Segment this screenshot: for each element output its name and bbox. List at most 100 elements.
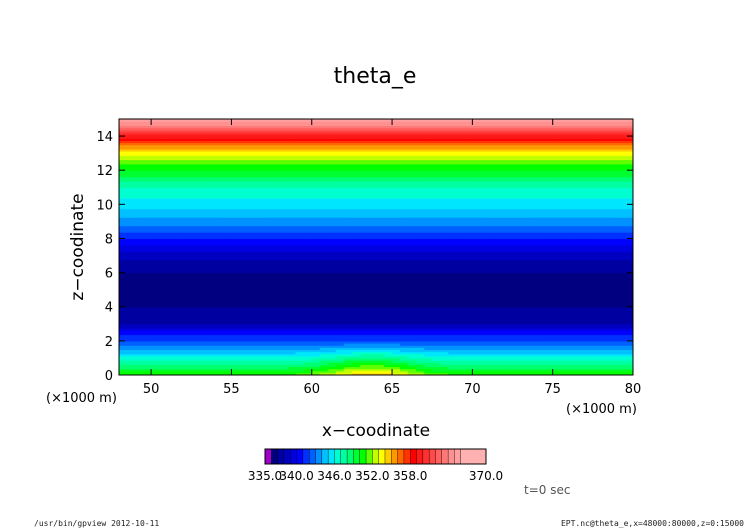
- contour-cell: [271, 347, 281, 350]
- contour-cell: [327, 153, 337, 156]
- contour-cell: [135, 289, 144, 293]
- contour-cell: [167, 204, 176, 208]
- contour-cell: [287, 321, 297, 325]
- contour-cell: [167, 298, 176, 301]
- contour-cell: [311, 317, 321, 321]
- contour-cell: [416, 317, 425, 321]
- contour-cell: [392, 195, 401, 199]
- contour-cell: [400, 153, 409, 156]
- contour-cell: [271, 362, 281, 365]
- contour-cell: [440, 193, 449, 197]
- contour-cell: [127, 191, 136, 195]
- contour-cell: [215, 255, 225, 259]
- contour-cell: [327, 236, 337, 240]
- contour-cell: [175, 140, 184, 144]
- contour-cell: [311, 133, 321, 137]
- contour-cell: [279, 187, 289, 190]
- contour-cell: [343, 249, 353, 252]
- contour-cell: [231, 370, 241, 374]
- contour-cell: [239, 144, 249, 148]
- contour-cell: [384, 202, 393, 205]
- contour-cell: [255, 197, 265, 201]
- contour-cell: [359, 255, 369, 259]
- contour-cell: [343, 251, 353, 254]
- contour-cell: [295, 251, 305, 254]
- contour-cell: [367, 268, 377, 272]
- contour-cell: [400, 319, 409, 323]
- contour-cell: [255, 291, 265, 295]
- contour-cell: [175, 136, 184, 139]
- contour-cell: [335, 208, 345, 212]
- contour-cell: [239, 227, 249, 231]
- contour-cell: [343, 185, 353, 188]
- contour-cell: [247, 178, 257, 182]
- contour-cell: [311, 127, 321, 131]
- contour-cell: [183, 197, 192, 201]
- contour-cell: [175, 283, 184, 286]
- contour-cell: [392, 242, 401, 246]
- contour-cell: [191, 321, 200, 325]
- contour-cell: [327, 259, 337, 263]
- contour-cell: [127, 144, 136, 148]
- contour-cell: [151, 319, 160, 323]
- contour-cell: [440, 172, 449, 176]
- contour-cell: [127, 300, 136, 304]
- contour-cell: [247, 289, 257, 293]
- contour-cell: [167, 334, 176, 338]
- contour-cell: [424, 279, 433, 282]
- contour-cell: [400, 287, 409, 291]
- contour-cell: [351, 317, 361, 321]
- contour-cell: [175, 183, 184, 186]
- contour-cell: [255, 289, 265, 293]
- contour-cell: [239, 183, 249, 186]
- contour-cell: [271, 304, 281, 308]
- contour-cell: [279, 146, 289, 150]
- contour-cell: [191, 355, 200, 359]
- contour-cell: [335, 227, 345, 231]
- contour-cell: [215, 127, 225, 131]
- contour-cell: [416, 251, 425, 254]
- contour-cell: [440, 281, 449, 284]
- contour-cell: [223, 334, 233, 338]
- contour-cell: [279, 155, 289, 158]
- contour-cell: [183, 161, 192, 165]
- contour-cell: [303, 328, 313, 331]
- contour-cell: [167, 287, 176, 291]
- contour-cell: [295, 183, 305, 186]
- contour-cell: [247, 283, 257, 286]
- contour-cell: [432, 219, 441, 222]
- contour-cell: [367, 225, 377, 229]
- contour-cell: [432, 370, 441, 374]
- contour-cell: [239, 317, 249, 321]
- contour-cell: [183, 153, 192, 156]
- contour-cell: [159, 159, 168, 163]
- contour-cell: [135, 180, 144, 184]
- contour-cell: [327, 279, 337, 282]
- contour-cell: [384, 332, 393, 336]
- contour-cell: [327, 304, 337, 308]
- contour-cell: [279, 151, 289, 154]
- contour-cell: [384, 313, 393, 316]
- contour-cell: [416, 353, 425, 357]
- contour-cell: [327, 357, 337, 361]
- contour-cell: [247, 370, 257, 374]
- contour-cell: [335, 236, 345, 240]
- contour-cell: [432, 332, 441, 336]
- contour-cell: [239, 300, 249, 304]
- contour-cell: [376, 242, 385, 246]
- contour-cell: [175, 219, 184, 222]
- contour-cell: [327, 232, 337, 235]
- contour-cell: [343, 347, 353, 350]
- contour-cell: [199, 323, 208, 327]
- contour-cell: [311, 270, 321, 274]
- contour-cell: [351, 259, 361, 263]
- contour-cell: [159, 191, 168, 195]
- contour-cell: [271, 140, 281, 144]
- contour-cell: [392, 285, 401, 289]
- contour-cell: [183, 140, 192, 144]
- contour-cell: [359, 244, 369, 248]
- contour-cell: [359, 195, 369, 199]
- contour-cell: [408, 180, 417, 184]
- contour-cell: [287, 268, 297, 272]
- contour-cell: [327, 170, 337, 173]
